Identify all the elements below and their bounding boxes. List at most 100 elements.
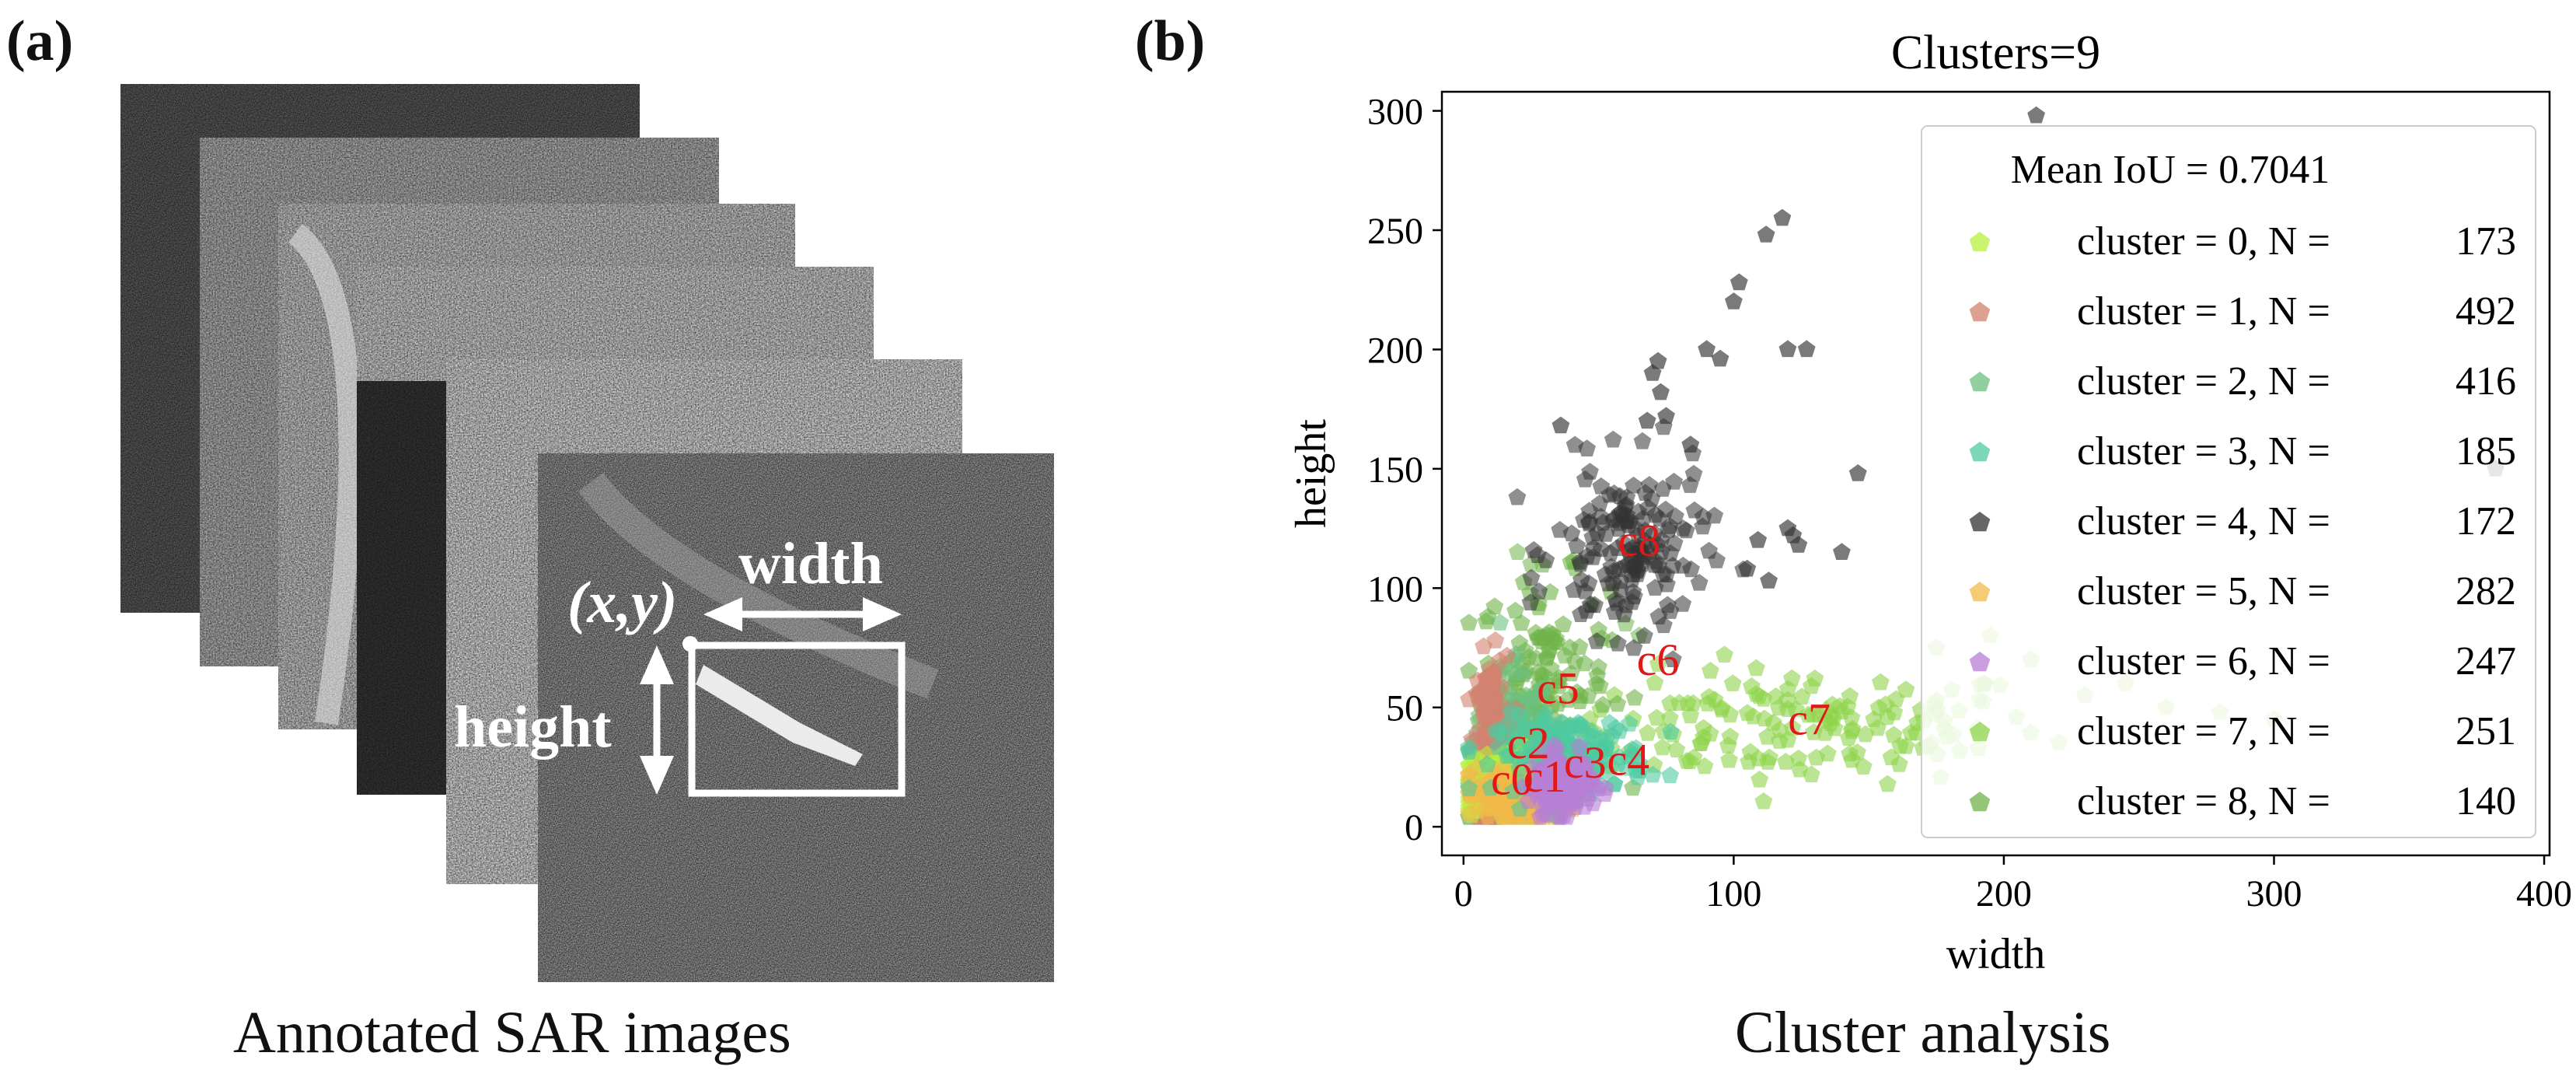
legend-count: 251 <box>2456 709 2516 754</box>
series-6 <box>1513 736 1614 825</box>
data-point <box>1667 507 1684 525</box>
data-point <box>1482 778 1499 796</box>
legend-marker <box>1969 372 1991 392</box>
data-point <box>1517 686 1535 704</box>
data-point <box>1581 595 1600 613</box>
y-tick-label: 250 <box>1367 211 1423 252</box>
data-point <box>1661 766 1680 784</box>
data-point <box>1510 720 1529 737</box>
data-point <box>1653 738 1672 756</box>
data-point <box>1786 700 1805 718</box>
data-point <box>1803 765 1820 783</box>
data-point <box>1498 646 1517 664</box>
data-point <box>1674 556 1692 574</box>
data-point <box>1887 690 1905 708</box>
data-point <box>1831 697 1849 715</box>
data-point <box>1625 476 1642 494</box>
legend-count: 416 <box>2456 359 2516 404</box>
x-axis-label: width <box>1946 930 2046 978</box>
data-point <box>1590 494 1609 512</box>
scatter-points <box>1460 106 2504 825</box>
data-point <box>1588 666 1607 684</box>
y-tick-label: 300 <box>1367 92 1423 133</box>
center-label-c4: c4 <box>1607 735 1649 785</box>
data-point <box>1558 807 1576 825</box>
data-point <box>1623 570 1641 588</box>
center-label-c5: c5 <box>1537 663 1579 714</box>
data-point <box>1500 747 1519 764</box>
data-point <box>1661 544 1680 561</box>
data-point <box>1614 605 1633 623</box>
data-point <box>1475 637 1492 655</box>
legend-count: 140 <box>2456 779 2516 823</box>
panel-label-b: (b) <box>1135 9 1206 73</box>
data-point <box>1646 505 1665 523</box>
data-point <box>1571 552 1589 570</box>
data-point <box>1711 349 1730 367</box>
width-annotation: width <box>738 531 883 596</box>
data-point <box>1758 727 1776 745</box>
data-point <box>1747 659 1765 677</box>
data-point <box>1522 568 1541 586</box>
legend-count: 282 <box>2456 569 2516 614</box>
legend-label: cluster = 6, N = <box>2077 639 2330 684</box>
x-tick-label: 200 <box>1976 873 2032 914</box>
data-point <box>1681 435 1700 453</box>
legend-label: cluster = 8, N = <box>2077 779 2330 823</box>
legend-label: cluster = 1, N = <box>2077 289 2330 334</box>
data-point <box>1639 724 1657 741</box>
data-point <box>1568 537 1586 554</box>
data-point <box>1610 519 1628 537</box>
data-point <box>1817 712 1835 729</box>
data-point <box>1616 497 1635 515</box>
legend-entry: cluster = 6, N = 247 <box>1969 639 2516 684</box>
data-point <box>1537 776 1555 794</box>
data-point <box>1721 705 1740 723</box>
data-point <box>1716 645 1733 663</box>
data-point <box>1468 684 1486 702</box>
data-point <box>1789 749 1808 767</box>
legend-count: 172 <box>2456 499 2516 544</box>
data-point <box>1575 511 1593 528</box>
data-point <box>1460 804 1478 822</box>
data-point <box>1885 703 1904 721</box>
data-point <box>1738 559 1757 577</box>
legend-entry: cluster = 3, N = 185 <box>1969 429 2516 474</box>
data-point <box>1617 556 1635 574</box>
data-point <box>1472 697 1491 715</box>
data-point <box>1833 543 1851 560</box>
data-point <box>1576 470 1594 488</box>
data-point <box>1552 416 1570 434</box>
data-point <box>1638 411 1656 429</box>
data-point <box>1721 727 1740 745</box>
data-point <box>1541 582 1559 600</box>
legend-marker <box>1969 232 1991 252</box>
data-point <box>1700 541 1718 559</box>
data-point <box>1848 743 1866 761</box>
data-point <box>1579 574 1598 592</box>
data-point <box>1636 521 1654 539</box>
data-point <box>1771 721 1789 738</box>
data-point <box>1841 687 1859 705</box>
data-point <box>1491 614 1510 631</box>
legend-entry: cluster = 7, N = 251 <box>1969 709 2516 754</box>
data-point <box>1635 627 1653 644</box>
data-point <box>1657 407 1675 425</box>
y-tick-label: 150 <box>1367 449 1423 491</box>
data-point <box>1720 750 1738 768</box>
data-point <box>1510 759 1528 777</box>
legend-entry: cluster = 1, N = 492 <box>1969 289 2516 334</box>
caption-sar: Annotated SAR images <box>233 1000 791 1065</box>
legend-count: 492 <box>2456 289 2516 334</box>
legend-label: cluster = 5, N = <box>2077 569 2330 614</box>
data-point <box>1643 765 1662 783</box>
data-point <box>1663 650 1682 667</box>
height-annotation: height <box>454 694 612 760</box>
data-point <box>1625 688 1644 706</box>
coord-annotation: (x,y) <box>567 570 677 635</box>
data-point <box>1660 708 1679 726</box>
data-point <box>1749 530 1768 548</box>
data-point <box>1681 476 1699 493</box>
data-point <box>1561 638 1579 656</box>
